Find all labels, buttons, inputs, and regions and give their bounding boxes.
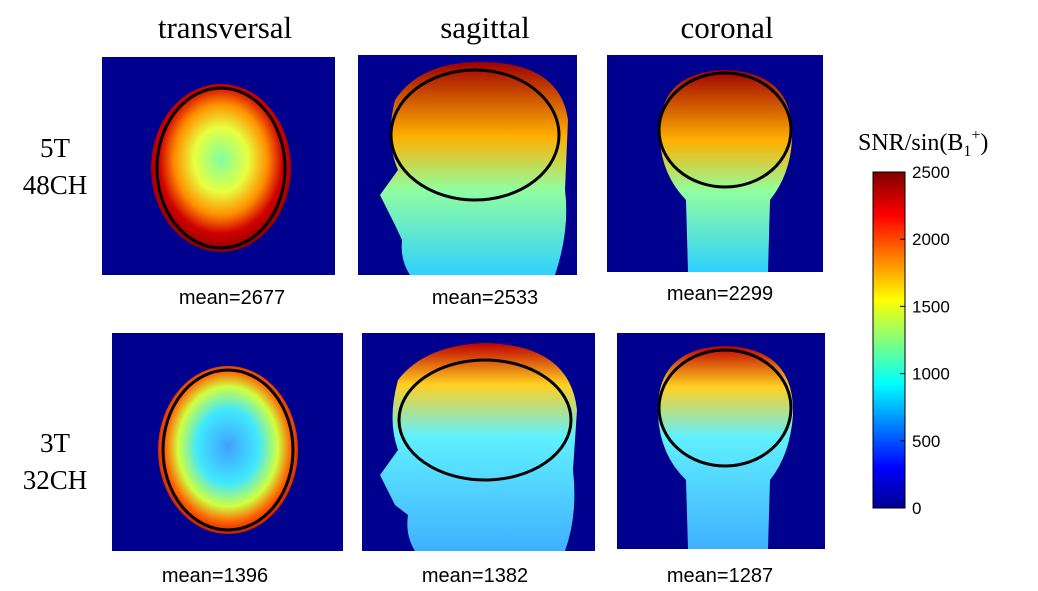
colorbar-tick-label: 2000 xyxy=(912,230,950,249)
column-title: sagittal xyxy=(440,10,530,45)
colorbar-label-end: ) xyxy=(980,130,988,156)
colorbar-tick-label: 2500 xyxy=(912,163,950,182)
column-title: transversal xyxy=(158,10,292,45)
map-panel xyxy=(617,333,825,549)
map-panel xyxy=(112,333,343,551)
colorbar-label: SNR/sin(B1+) xyxy=(858,127,988,160)
colorbar-label-sub: 1 xyxy=(963,143,971,160)
colorbar-tick-label: 1500 xyxy=(912,297,950,316)
row-label: 3T xyxy=(40,428,71,458)
row-label: 48CH xyxy=(23,170,88,200)
map-panel xyxy=(362,333,595,551)
colorbar-tick-label: 1000 xyxy=(912,365,950,384)
row-label: 5T xyxy=(40,133,71,163)
figure: transversal sagittal coronal 5T 48CH 3T … xyxy=(0,0,1038,591)
row-label: 32CH xyxy=(23,465,88,495)
colorbar-label-sup: + xyxy=(971,127,980,144)
mean-label: mean=2677 xyxy=(179,287,285,309)
mean-label: mean=1396 xyxy=(162,565,268,587)
colorbar-tick-label: 500 xyxy=(912,432,940,451)
mean-label: mean=2299 xyxy=(667,283,773,305)
mean-label: mean=1287 xyxy=(667,565,773,587)
colorbar-ticks: 0 500 1000 1500 2000 2500 xyxy=(900,163,950,518)
column-title: coronal xyxy=(681,10,774,45)
colorbar-tick-label: 0 xyxy=(912,499,921,518)
map-panel xyxy=(607,55,823,272)
map-panel xyxy=(102,57,335,275)
mean-label: mean=1382 xyxy=(422,565,528,587)
map-panel xyxy=(358,55,577,275)
colorbar xyxy=(873,172,905,508)
colorbar-label-main: SNR/sin(B xyxy=(858,130,963,156)
mean-label: mean=2533 xyxy=(432,287,538,309)
